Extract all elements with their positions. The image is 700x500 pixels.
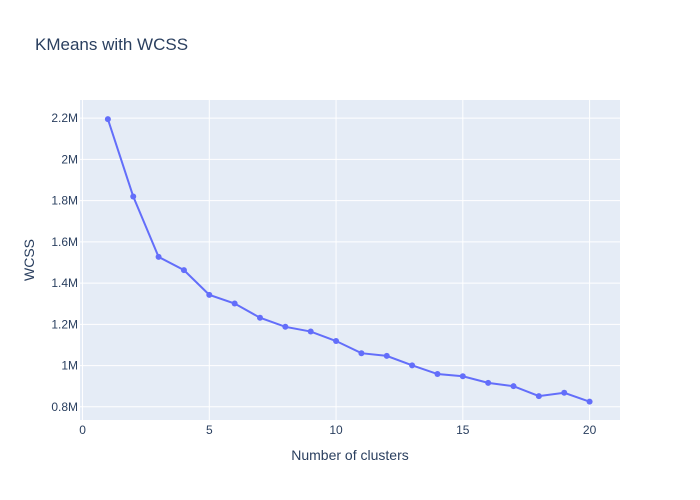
y-axis-ticks: 0.8M 1M 1.2M 1.4M 1.6M 1.8M 2M 2.2M	[51, 111, 78, 414]
y-tick-label: 0.8M	[51, 400, 78, 414]
y-tick-label: 1.4M	[51, 276, 78, 290]
series-line	[106, 118, 590, 403]
data-point	[358, 350, 365, 357]
plot-area	[80, 100, 620, 420]
data-point	[104, 116, 111, 123]
data-point	[282, 323, 289, 330]
data-point	[130, 193, 137, 200]
x-axis-label: Number of clusters	[291, 447, 408, 463]
y-tick-label: 1.6M	[51, 235, 78, 249]
data-point	[434, 371, 441, 378]
data-point	[206, 291, 213, 298]
data-point	[409, 362, 416, 369]
data-point	[155, 253, 162, 260]
x-axis-ticks: 0 5 10 15 20	[79, 423, 596, 437]
y-tick-label: 2M	[61, 152, 78, 166]
data-point	[459, 373, 466, 380]
data-point	[231, 300, 238, 307]
data-point	[307, 328, 314, 335]
data-point	[586, 398, 593, 405]
data-point	[535, 393, 542, 400]
data-point	[333, 338, 340, 345]
x-tick-label: 20	[583, 423, 597, 437]
x-tick-label: 0	[79, 423, 86, 437]
chart-title: KMeans with WCSS	[35, 35, 188, 54]
grid-lines	[80, 100, 620, 420]
y-tick-label: 2.2M	[51, 111, 78, 125]
x-tick-label: 5	[206, 423, 213, 437]
x-tick-label: 10	[329, 423, 343, 437]
x-tick-label: 15	[456, 423, 470, 437]
y-tick-label: 1.2M	[51, 317, 78, 331]
y-axis-label: WCSS	[21, 239, 37, 281]
data-point	[257, 314, 263, 321]
data-point	[180, 267, 187, 274]
data-points	[104, 116, 593, 405]
data-point	[510, 383, 517, 390]
y-tick-label: 1.8M	[51, 194, 78, 208]
data-point	[561, 389, 568, 396]
y-tick-label: 1M	[61, 359, 78, 373]
data-point	[383, 352, 390, 359]
data-point	[485, 379, 492, 386]
